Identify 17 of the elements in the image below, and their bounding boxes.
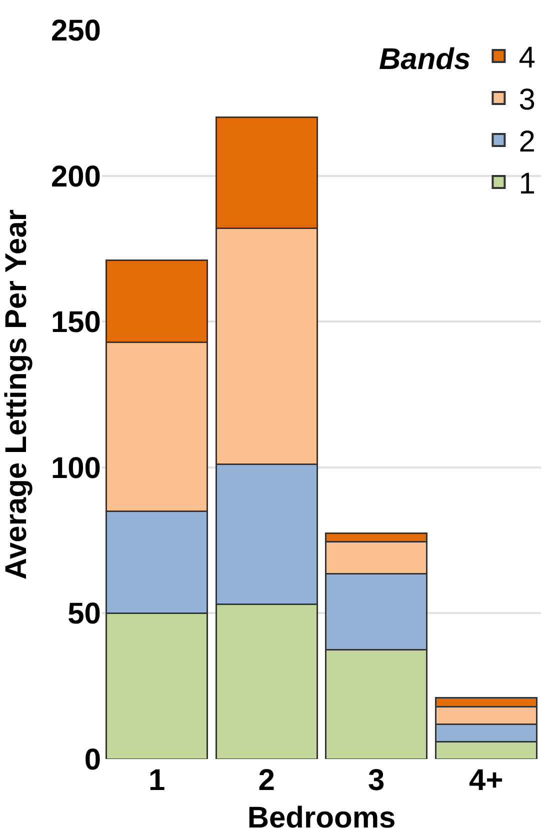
y-tick-label: 0 <box>84 744 101 776</box>
legend-label: 4 <box>518 42 536 75</box>
x-tick-label: 4+ <box>469 764 504 797</box>
y-axis-title: Average Lettings Per Year <box>0 209 33 580</box>
legend-title: Bands <box>379 43 471 76</box>
y-tick-label: 250 <box>50 14 101 48</box>
y-tick-label: 100 <box>50 452 101 485</box>
y-tick-label: 200 <box>50 160 101 194</box>
x-tick-label: 1 <box>148 764 166 797</box>
x-tick-label: 2 <box>258 764 275 797</box>
y-tick-label: 150 <box>50 306 101 340</box>
x-tick-label: 3 <box>368 764 385 797</box>
legend-label: 1 <box>518 168 536 201</box>
legend-label: 3 <box>518 84 536 117</box>
legend-label: 2 <box>518 126 536 159</box>
x-axis-title: Bedrooms <box>247 802 396 834</box>
y-tick-label: 50 <box>68 598 101 631</box>
